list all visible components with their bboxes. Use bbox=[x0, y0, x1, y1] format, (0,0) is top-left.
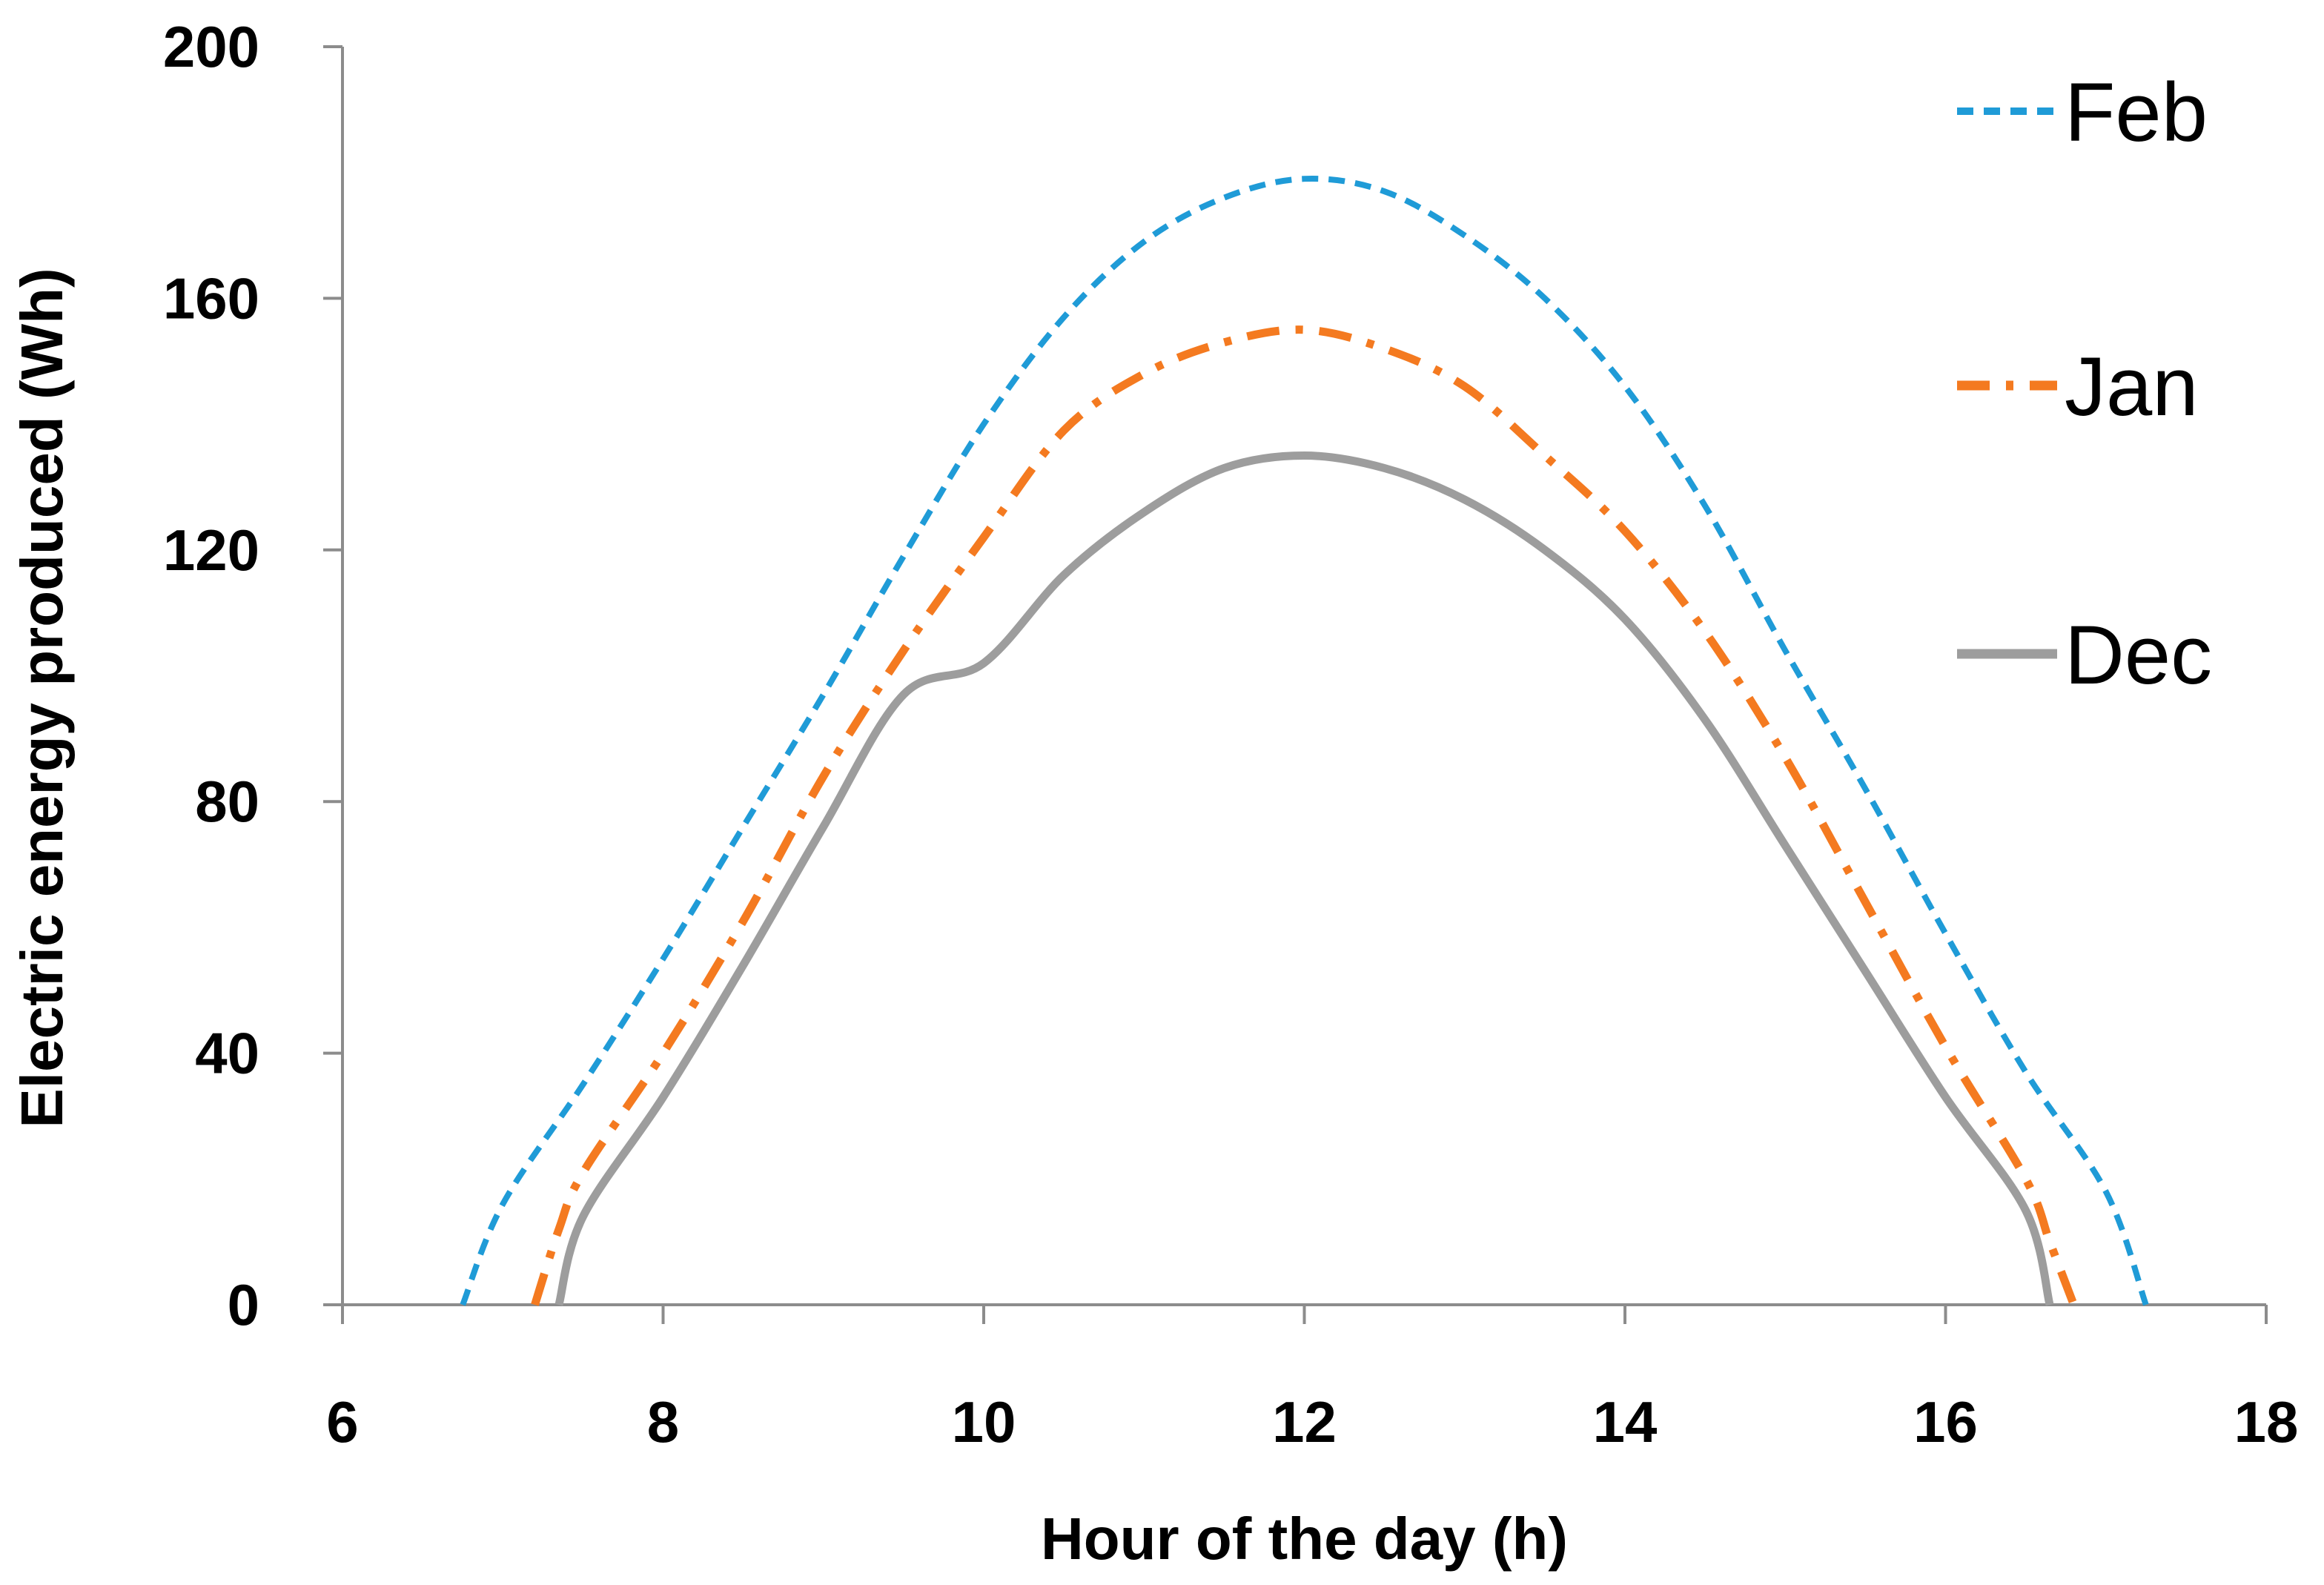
y-tick-label: 0 bbox=[228, 1272, 259, 1337]
x-tick-label: 6 bbox=[326, 1389, 358, 1455]
series-line-jan bbox=[531, 325, 2078, 1306]
y-tick-label: 200 bbox=[163, 14, 259, 79]
x-axis-title: Hour of the day (h) bbox=[1041, 1506, 1568, 1572]
axes bbox=[323, 45, 2268, 1324]
series-layer bbox=[460, 175, 2149, 1306]
x-tick-label: 14 bbox=[1593, 1389, 1658, 1455]
legend-label-feb: Feb bbox=[2065, 66, 2208, 159]
x-tick-label: 16 bbox=[1913, 1389, 1978, 1455]
tick-labels: 0 40 80 120 160 200 6 8 10 12 14 16 18 bbox=[163, 14, 2299, 1455]
legend-label-dec: Dec bbox=[2065, 609, 2212, 701]
legend-label-jan: Jan bbox=[2065, 340, 2199, 433]
series-line-feb bbox=[460, 175, 2149, 1306]
series-line-dec bbox=[554, 451, 2054, 1306]
x-tick-label: 12 bbox=[1272, 1389, 1337, 1455]
y-axis-title: Electric energy produced (Wh) bbox=[9, 268, 75, 1128]
y-tick-label: 120 bbox=[163, 517, 259, 583]
x-tick-label: 8 bbox=[647, 1389, 679, 1455]
y-tick-label: 80 bbox=[195, 769, 259, 834]
legend: Feb Jan Dec bbox=[1957, 66, 2212, 701]
x-tick-label: 18 bbox=[2234, 1389, 2299, 1455]
y-tick-label: 160 bbox=[163, 265, 259, 331]
y-tick-label: 40 bbox=[195, 1021, 259, 1086]
x-tick-label: 10 bbox=[952, 1389, 1016, 1455]
